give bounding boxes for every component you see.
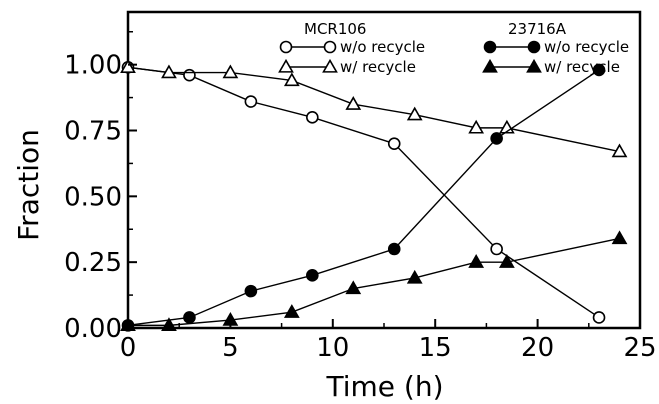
y-axis-title: Fraction xyxy=(12,129,45,241)
legend-header: 23716A xyxy=(508,20,567,38)
series-3 xyxy=(120,230,628,332)
legend-entry: w/ recycle xyxy=(278,58,416,76)
series-line xyxy=(127,66,600,319)
x-tick-label: 20 xyxy=(521,333,554,363)
legend-entry: w/o recycle xyxy=(279,38,425,56)
data-point xyxy=(387,242,401,256)
legend-label: w/ recycle xyxy=(340,58,416,76)
legend-label: w/ recycle xyxy=(544,58,620,76)
legend-entry: w/ recycle xyxy=(482,58,620,76)
y-tick-label: 0.75 xyxy=(64,117,122,147)
legend-marker xyxy=(482,58,498,73)
data-point xyxy=(345,96,362,110)
y-axis: 0.00 0.25 0.50 0.75 1.00 xyxy=(64,31,137,344)
data-point xyxy=(499,254,515,268)
legend-label: w/o recycle xyxy=(544,38,629,56)
legend-marker xyxy=(279,40,293,54)
legend-marker xyxy=(322,58,338,73)
legend-marker xyxy=(526,58,542,73)
data-point xyxy=(345,280,362,295)
series-2 xyxy=(121,63,606,332)
legend-entry: w/o recycle xyxy=(483,38,629,56)
data-point xyxy=(468,254,485,268)
legend-marker xyxy=(323,40,337,54)
y-tick-label: 0.50 xyxy=(64,182,122,212)
data-point xyxy=(161,317,177,332)
x-axis-title: Time (h) xyxy=(325,370,443,403)
data-point xyxy=(120,59,136,73)
series-0 xyxy=(121,61,606,324)
data-point xyxy=(222,64,239,79)
data-point xyxy=(611,230,628,245)
legend-marker xyxy=(527,40,541,54)
legend-marker xyxy=(483,40,497,54)
legend-label: w/o recycle xyxy=(340,38,425,56)
legend-marker xyxy=(278,58,294,73)
data-point xyxy=(244,284,258,298)
data-point xyxy=(306,111,319,124)
y-tick-label: 0.25 xyxy=(64,248,122,278)
data-point xyxy=(490,242,503,256)
series-layer xyxy=(120,59,628,332)
y-tick-label: 1.00 xyxy=(64,51,122,81)
data-point xyxy=(611,143,628,158)
data-point xyxy=(183,68,196,82)
data-point xyxy=(306,269,319,282)
x-tick-label: 15 xyxy=(419,333,452,363)
x-axis: 0 5 10 15 20 25 xyxy=(120,319,657,363)
data-point xyxy=(406,269,423,284)
x-tick-label: 10 xyxy=(316,333,349,363)
y-tick-label: 0.00 xyxy=(64,314,122,344)
data-point xyxy=(468,119,485,134)
data-point xyxy=(406,106,423,121)
x-tick-label: 25 xyxy=(623,333,656,363)
data-point xyxy=(283,72,300,87)
data-point xyxy=(387,137,401,150)
data-point xyxy=(592,63,606,77)
data-point xyxy=(283,304,300,318)
data-point xyxy=(244,95,258,108)
data-point xyxy=(592,311,606,324)
legend-header: MCR106 xyxy=(304,20,366,38)
data-point xyxy=(183,311,196,324)
x-tick-label: 5 xyxy=(222,333,239,363)
data-point xyxy=(490,132,503,145)
series-1 xyxy=(120,59,628,158)
x-tick-label: 0 xyxy=(120,333,137,363)
data-point xyxy=(161,64,177,79)
